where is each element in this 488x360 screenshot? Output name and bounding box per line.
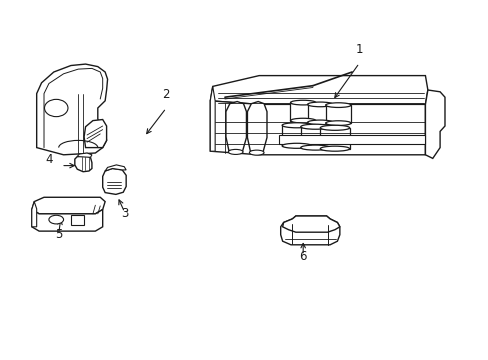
Polygon shape [300,127,329,148]
Polygon shape [320,128,349,149]
Ellipse shape [228,149,243,154]
Polygon shape [32,197,105,214]
Ellipse shape [290,100,315,105]
Text: 4: 4 [45,153,53,166]
Polygon shape [280,216,339,245]
Polygon shape [210,86,215,151]
Polygon shape [278,135,425,144]
Polygon shape [307,104,332,122]
Polygon shape [84,120,106,148]
Polygon shape [77,153,92,157]
Polygon shape [105,165,126,171]
Text: 6: 6 [299,250,306,263]
Polygon shape [425,90,444,158]
Polygon shape [325,105,350,123]
Polygon shape [282,216,339,232]
Ellipse shape [300,145,329,150]
Ellipse shape [273,135,283,144]
Text: 3: 3 [121,207,128,220]
Text: 5: 5 [55,228,62,241]
Ellipse shape [325,103,350,107]
Polygon shape [210,76,427,104]
Ellipse shape [325,121,350,125]
Polygon shape [32,210,102,231]
Ellipse shape [249,150,264,155]
Text: 2: 2 [162,88,170,101]
Polygon shape [102,168,126,194]
Ellipse shape [307,120,332,125]
Polygon shape [32,202,37,227]
Circle shape [44,99,68,117]
Ellipse shape [320,146,349,151]
Polygon shape [37,64,107,155]
Ellipse shape [49,215,63,224]
Polygon shape [225,102,246,151]
Ellipse shape [282,143,311,148]
Polygon shape [71,215,84,225]
Ellipse shape [307,102,332,107]
Ellipse shape [300,124,329,129]
Ellipse shape [290,118,315,123]
Polygon shape [210,101,425,155]
Polygon shape [290,103,315,121]
Polygon shape [75,156,92,172]
Ellipse shape [320,125,349,130]
Polygon shape [247,102,266,152]
Text: 1: 1 [355,43,363,56]
Polygon shape [282,125,311,146]
Ellipse shape [282,123,311,128]
